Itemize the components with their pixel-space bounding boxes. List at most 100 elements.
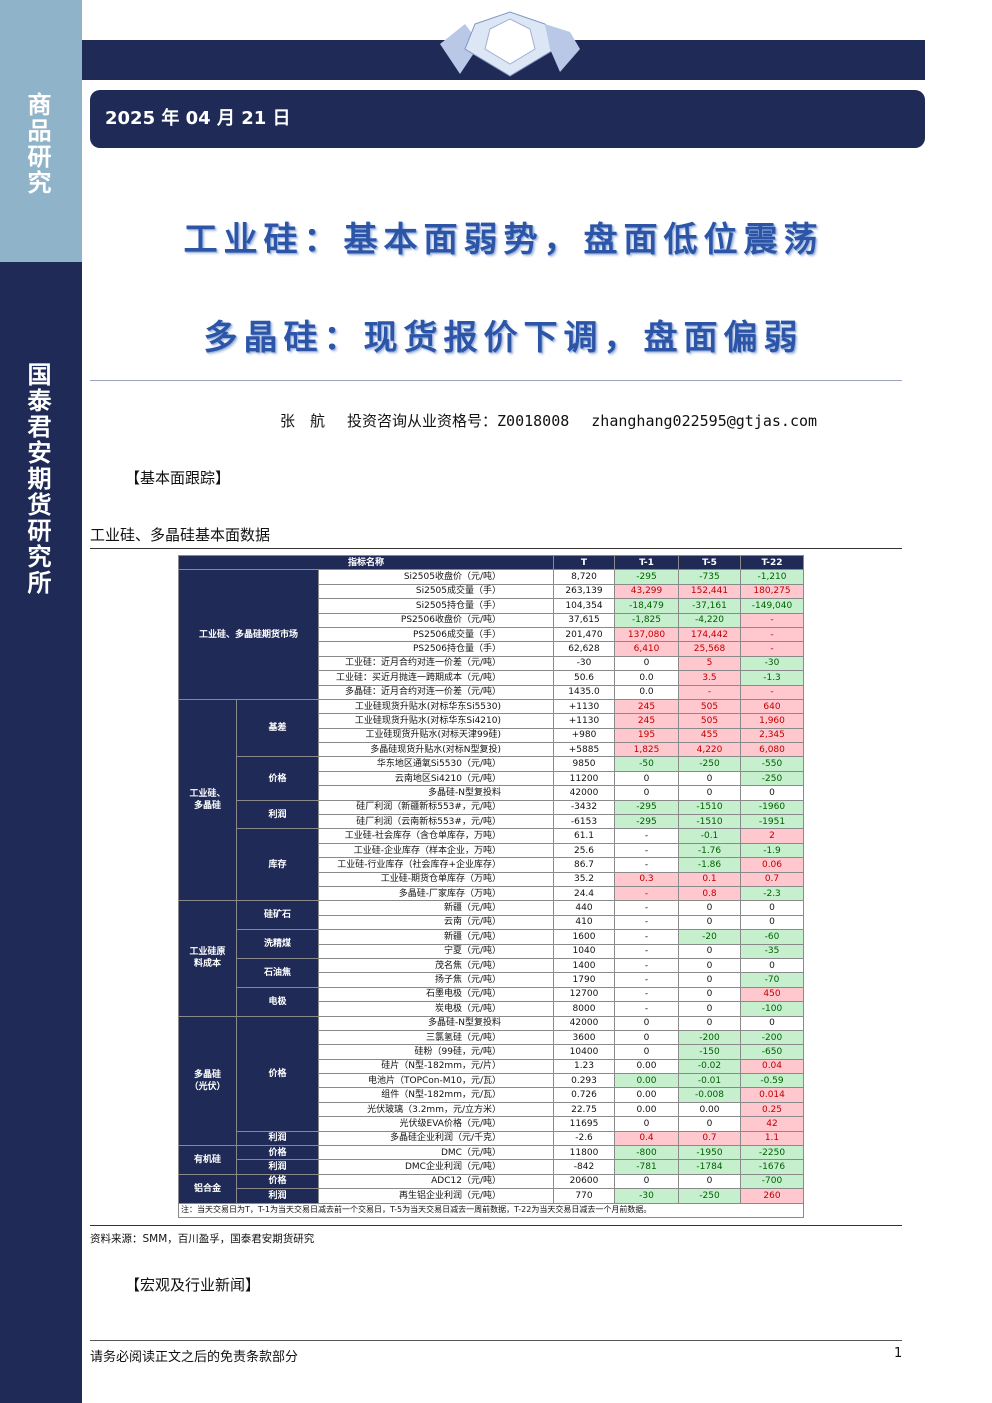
subgroup-label: 价格 [236,756,319,801]
note-row: 注：当天交易日为T，T-1为当天交易日减去前一个交易日，T-5为当天交易日减去一… [178,1202,804,1218]
value-cell: 0.7 [740,871,804,887]
data-row: 工业硅原料成本 硅矿石 新疆（元/吨） 440-0 0 [178,900,804,1017]
data-row: 利润 再生铝企业利润（元/吨） 770 -30 -250 260 [179,1188,804,1204]
data-row: 利润 多晶硅企业利润（元/千克） -2.6 0.4 0.7 1.1 [179,1130,804,1147]
value-cell: 0.726 [553,1087,615,1103]
value-cell: -60 [740,929,804,945]
value-cell: -2.6 [553,1130,615,1147]
value-cell: +1130 [553,698,615,715]
indicator: PS2506持仓量（手） [318,641,554,657]
data-row: 价格 华东地区通氧Si5530（元/吨） 9850 -50 -250 -550 [179,756,804,801]
indicator: 光伏玻璃（3.2mm，元/立方米） [318,1101,554,1118]
subgroup-label: 价格 [236,1173,319,1190]
indicator: 多晶硅企业利润（元/千克） [318,1130,554,1147]
value-cell: 0 [678,957,741,974]
value-cell: -50 [614,756,679,772]
data-row: 硅厂利润（云南新标553#，元/吨） -6153 -295 -1510 -1951 [179,814,804,830]
indicator: 工业硅-企业库存（样本企业，万吨） [318,842,554,859]
value-cell: -1951 [740,814,804,830]
value-cell: -250 [678,1188,741,1204]
value-cell: 0 [678,986,741,1003]
value-cell: 174,442 [678,626,741,643]
group-label: 有机硅 [178,1145,237,1175]
value-cell: 0.0 [614,684,679,700]
group-label: 多晶硅（光伏） [178,1015,237,1147]
value-cell: - [740,641,804,657]
indicator: 组件（N型-182mm，元/瓦） [318,1087,554,1103]
value-cell: 0 [678,1173,741,1190]
value-cell: - [614,943,679,959]
value-cell: 1.23 [553,1058,615,1075]
header-cell: T-5 [678,554,741,571]
indicator: 华东地区通氧Si5530（元/吨） [318,756,554,772]
value-cell: 770 [553,1188,615,1204]
value-cell: 0 [614,770,679,787]
value-cell: -550 [740,756,804,772]
data-row: 有机硅 价格 DMC（元/吨） 11800 -800 -1950 -2250 [178,1145,804,1175]
value-cell: 11800 [553,1145,615,1161]
value-cell: 0 [614,655,679,672]
value-cell: -1676 [740,1159,804,1175]
author: 张 航 [280,412,326,430]
value-cell: 0 [614,1116,679,1132]
value-cell: +980 [553,727,615,744]
value-cell: 0.4 [614,1130,679,1147]
value-cell: -70 [740,972,804,988]
value-cell: 0 [740,914,804,931]
value-cell: 1040 [553,943,615,959]
value-cell: 640 [740,698,804,715]
value-cell: -0.02 [678,1058,741,1075]
value-cell: 9850 [553,756,615,772]
value-cell: 195 [614,727,679,744]
value-cell: 0 [678,914,741,931]
sidebar-top [0,0,82,262]
value-cell: - [740,612,804,628]
group-label: 铝合金 [178,1173,237,1204]
value-cell: -30 [553,655,615,672]
indicator: 工业硅现货升贴水(对标华东Si4210) [318,713,554,729]
header-cell: T-22 [740,554,804,571]
data-row: 多晶硅（光伏） 价格 多晶硅-N型复投料 42000 0 0 0 [178,1015,804,1147]
indicator: 工业硅现货升贴水(对标华东Si5530) [318,698,554,715]
table-caption: 工业硅、多晶硅基本面数据 [90,526,271,544]
value-cell: -0.01 [678,1073,741,1089]
section-heading: 【基本面跟踪】 [125,469,231,487]
value-cell: -700 [740,1173,804,1190]
page-number: 1 [894,1346,903,1361]
source: 资料来源：SMM，百川盈孚，国泰君安期货研究 [90,1233,315,1245]
value-cell: 50.6 [553,670,615,686]
value-cell: -0.59 [740,1073,804,1089]
value-cell: -250 [740,770,804,787]
indicator: PS2506成交量（手） [318,626,554,643]
indicator: 工业硅-期货仓单库存（万吨） [318,871,554,887]
data-table: 指标名称 T T-1 T-5 T-22 工业硅、多晶硅期货市场 Si2505收盘价（元/吨）… [178,554,804,1218]
subgroup-label: 洗精煤 [236,929,319,959]
disclaimer: 请务必阅读正文之后的免责条款部分 [90,1350,299,1365]
data-row: 洗精煤 新疆（元/吨） 1600- -20 -60 [179,929,804,959]
header-cell: T [553,554,615,571]
section-heading: 【宏观及行业新闻】 [125,1276,261,1294]
value-cell: 0 [678,1015,741,1031]
header-cell: T-1 [614,554,679,571]
footer-rule [90,1340,902,1341]
header-cell: 指标名称 [178,554,554,571]
value-cell: 11695 [553,1116,615,1132]
value-cell: -30 [614,1188,679,1204]
value-cell: 505 [678,698,741,715]
value-cell: 0 [678,943,741,959]
subgroup-label: 利润 [236,1159,319,1175]
value-cell: 0.00 [614,1101,679,1118]
indicator: 再生铝企业利润（元/吨） [318,1188,554,1204]
data-row: 硅粉（99硅，元/吨） 10400 0 -150 -650 [179,1044,804,1060]
value-cell: 12700 [553,986,615,1003]
group-label: 工业硅、多晶硅 [178,698,237,902]
indicator: 三氯氢硅（元/吨） [318,1029,554,1046]
value-cell: - [614,828,679,844]
group-label: 工业硅原料成本 [178,900,237,1017]
value-cell: 0 [740,1015,804,1031]
value-cell: 35.2 [553,871,615,887]
value-cell: 1.1 [740,1130,804,1147]
value-cell: 0 [740,785,804,801]
value-cell: - [614,842,679,859]
value-cell: 0 [678,770,741,787]
